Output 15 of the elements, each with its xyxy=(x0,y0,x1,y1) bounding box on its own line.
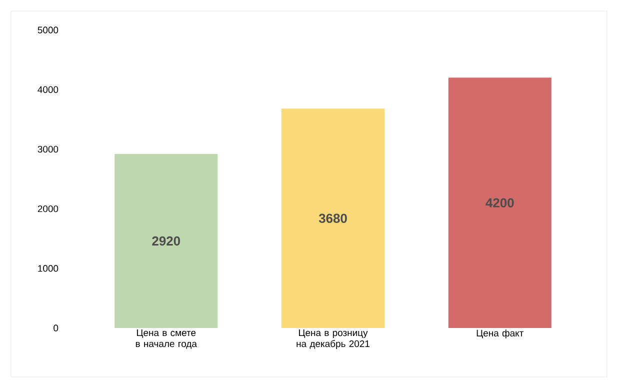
y-tick-label: 5000 xyxy=(38,26,58,34)
y-tick-label: 1000 xyxy=(38,265,58,272)
x-tick-label: Цена факт xyxy=(476,330,524,338)
y-tick-label: 4000 xyxy=(38,86,58,93)
data-label: 4200 xyxy=(486,198,514,208)
y-tick-label: 2000 xyxy=(38,205,58,212)
bar xyxy=(448,78,552,328)
x-tick-label: Цена в розницу на декабрь 2021 xyxy=(296,330,370,349)
y-tick-label: 3000 xyxy=(38,146,58,153)
x-tick-label: Цена в смете в начале года xyxy=(136,330,197,349)
bar xyxy=(114,154,218,328)
data-label: 3680 xyxy=(318,214,347,223)
data-label: 2920 xyxy=(152,236,180,246)
bar xyxy=(282,108,385,328)
y-tick-label: 0 xyxy=(54,324,58,332)
